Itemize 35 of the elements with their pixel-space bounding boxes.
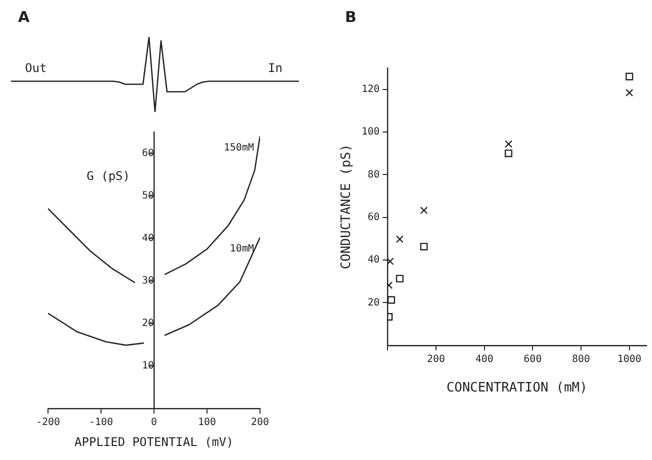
x-axis-title: CONCENTRATION (mM) xyxy=(446,380,588,396)
point xyxy=(420,242,428,250)
y-tick-label: 120 xyxy=(362,84,380,95)
y-tick-label: 80 xyxy=(368,169,380,180)
x-tick-label: 600 xyxy=(524,354,542,365)
chart-title: A xyxy=(18,8,30,26)
annotation: In xyxy=(268,61,282,75)
y-tick-label: 20 xyxy=(368,297,380,308)
x-tick-label: 200 xyxy=(426,354,446,365)
point xyxy=(388,296,396,304)
x-tick-label: 400 xyxy=(475,354,494,365)
x-tick-label: -100 xyxy=(88,417,114,428)
y-tick-label: 100 xyxy=(362,126,380,138)
chart-title: B xyxy=(345,8,356,26)
y-tick-label: 40 xyxy=(368,254,380,266)
x-tick-label: 200 xyxy=(250,417,270,428)
point xyxy=(626,88,634,97)
series-label: 150mM xyxy=(224,142,254,154)
point xyxy=(504,150,512,158)
y-tick-label: 60 xyxy=(368,212,380,223)
x-tick-label: 0 xyxy=(150,417,158,428)
point xyxy=(626,72,634,80)
x-axis-title: APPLIED POTENTIAL (mV) xyxy=(74,434,234,449)
annotation: Out xyxy=(25,61,47,75)
x-tick-label: -200 xyxy=(36,417,60,428)
point xyxy=(420,206,428,214)
y-axis-title: CONDUCTANCE (pS) xyxy=(339,144,354,270)
x-tick-label: 100 xyxy=(198,417,216,428)
point xyxy=(396,235,404,243)
point xyxy=(504,140,512,148)
x-tick-label: 800 xyxy=(572,354,590,365)
y-axis-title: G (pS) xyxy=(86,169,130,183)
series-label: 10mM xyxy=(230,244,254,255)
x-tick-label: 1000 xyxy=(617,354,642,365)
point xyxy=(396,274,404,282)
